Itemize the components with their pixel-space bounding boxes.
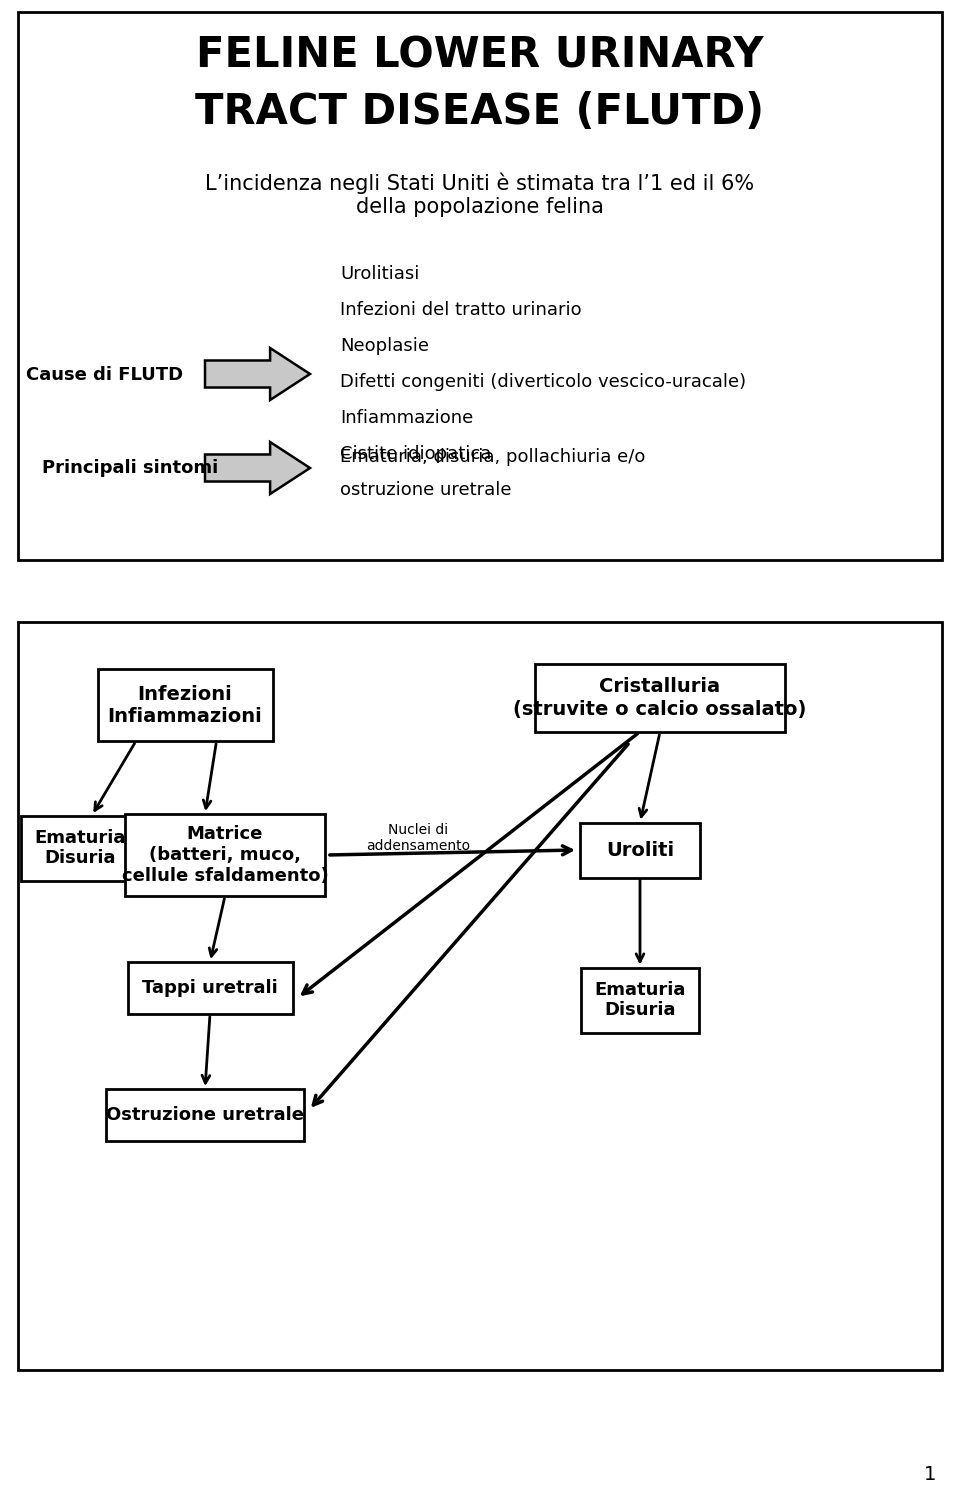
Text: 1: 1 xyxy=(924,1465,936,1484)
Text: Cistite idiopatica: Cistite idiopatica xyxy=(340,444,492,462)
FancyBboxPatch shape xyxy=(535,663,785,732)
Text: Cause di FLUTD: Cause di FLUTD xyxy=(27,366,183,384)
Text: Difetti congeniti (diverticolo vescico-uracale): Difetti congeniti (diverticolo vescico-u… xyxy=(340,374,746,390)
Text: Principali sintomi: Principali sintomi xyxy=(42,459,218,477)
Text: Infezioni
Infiammazioni: Infezioni Infiammazioni xyxy=(108,684,262,725)
Polygon shape xyxy=(205,348,310,399)
Text: Nuclei di
addensamento: Nuclei di addensamento xyxy=(366,823,470,853)
Text: Urolitiasi: Urolitiasi xyxy=(340,266,420,284)
FancyBboxPatch shape xyxy=(128,962,293,1015)
Text: Infiammazione: Infiammazione xyxy=(340,408,473,426)
Text: Ematuria, disuria, pollachiuria e/o: Ematuria, disuria, pollachiuria e/o xyxy=(340,447,645,465)
Text: Tappi uretrali: Tappi uretrali xyxy=(142,979,277,997)
Text: L’incidenza negli Stati Uniti è stimata tra l’1 ed il 6%
della popolazione felin: L’incidenza negli Stati Uniti è stimata … xyxy=(205,173,755,218)
Text: Ematuria
Disuria: Ematuria Disuria xyxy=(594,980,685,1019)
FancyBboxPatch shape xyxy=(18,12,942,560)
Text: Ematuria
Disuria: Ematuria Disuria xyxy=(35,829,126,868)
Text: Uroliti: Uroliti xyxy=(606,841,674,860)
Text: Cristalluria
(struvite o calcio ossalato): Cristalluria (struvite o calcio ossalato… xyxy=(514,677,806,719)
Text: TRACT DISEASE (FLUTD): TRACT DISEASE (FLUTD) xyxy=(196,92,764,134)
Text: FELINE LOWER URINARY: FELINE LOWER URINARY xyxy=(196,35,764,77)
FancyBboxPatch shape xyxy=(106,1090,304,1141)
Text: Infezioni del tratto urinario: Infezioni del tratto urinario xyxy=(340,302,582,320)
FancyBboxPatch shape xyxy=(125,814,325,896)
FancyBboxPatch shape xyxy=(18,621,942,1370)
FancyBboxPatch shape xyxy=(580,823,700,878)
FancyBboxPatch shape xyxy=(581,968,699,1033)
FancyBboxPatch shape xyxy=(98,669,273,741)
Text: ostruzione uretrale: ostruzione uretrale xyxy=(340,480,512,498)
Text: Matrice
(batteri, muco,
cellule sfaldamento): Matrice (batteri, muco, cellule sfaldame… xyxy=(122,826,328,884)
Text: Ostruzione uretrale: Ostruzione uretrale xyxy=(106,1106,304,1124)
Polygon shape xyxy=(205,441,310,494)
FancyBboxPatch shape xyxy=(21,815,139,881)
Text: Neoplasie: Neoplasie xyxy=(340,338,429,356)
